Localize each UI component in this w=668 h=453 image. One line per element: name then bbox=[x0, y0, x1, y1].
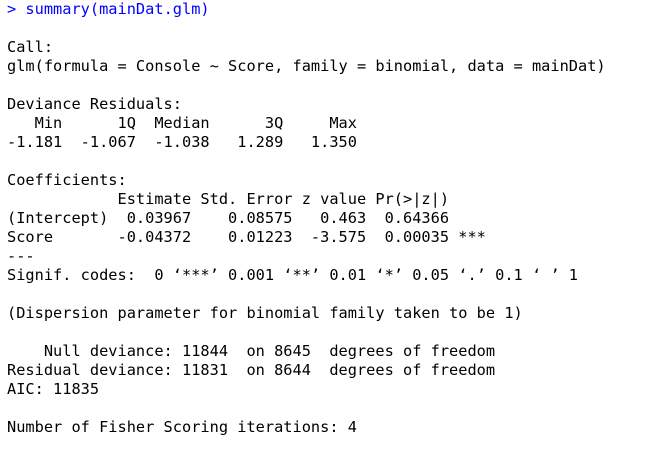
coefficients-column-headers: Estimate Std. Error z value Pr(>|z|) bbox=[7, 190, 486, 208]
coefficients-header: Coefficients: bbox=[7, 171, 127, 189]
separator-line: --- bbox=[7, 247, 35, 265]
command-line: > summary(mainDat.glm) bbox=[7, 0, 210, 19]
dispersion-note: (Dispersion parameter for binomial famil… bbox=[7, 304, 523, 322]
signif-codes-legend: Signif. codes: 0 ‘***’ 0.001 ‘**’ 0.01 ‘… bbox=[7, 266, 578, 284]
deviance-residuals-header: Deviance Residuals: bbox=[7, 95, 192, 113]
coefficients-row-intercept: (Intercept) 0.03967 0.08575 0.463 0.6436… bbox=[7, 209, 486, 227]
residuals-quantile-values: -1.181 -1.067 -1.038 1.289 1.350 bbox=[7, 133, 376, 151]
aic-line: AIC: 11835 bbox=[7, 380, 100, 398]
call-header: Call: bbox=[7, 38, 54, 56]
null-deviance-line: Null deviance: 11844 on 8645 degrees of … bbox=[7, 342, 496, 360]
call-formula: glm(formula = Console ~ Score, family = … bbox=[7, 57, 606, 75]
coefficients-row-score: Score -0.04372 0.01223 -3.575 0.00035 **… bbox=[7, 228, 486, 246]
prompt-symbol: > bbox=[7, 0, 26, 18]
residual-deviance-line: Residual deviance: 11831 on 8644 degrees… bbox=[7, 361, 496, 379]
command-text: summary(mainDat.glm) bbox=[25, 0, 210, 18]
residuals-quantile-labels: Min 1Q Median 3Q Max bbox=[7, 114, 376, 132]
fisher-iterations-line: Number of Fisher Scoring iterations: 4 bbox=[7, 418, 357, 436]
